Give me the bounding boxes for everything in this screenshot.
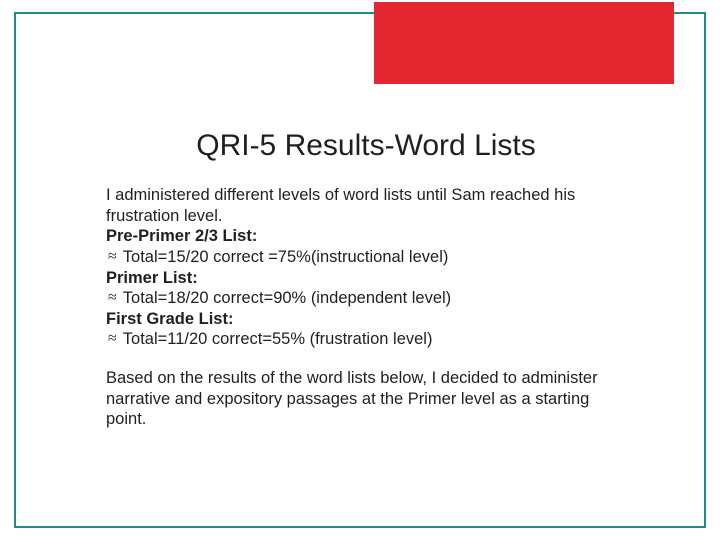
bullet-icon: ≈ (108, 288, 117, 308)
list-result: Total=18/20 correct=90% (independent lev… (123, 288, 451, 309)
bullet-icon: ≈ (108, 247, 117, 267)
body-text: I administered different levels of word … (106, 185, 626, 430)
spacer (106, 350, 626, 368)
slide-title: QRI-5 Results-Word Lists (106, 129, 626, 163)
list-label: Primer List: (106, 268, 626, 289)
intro-paragraph: I administered different levels of word … (106, 185, 626, 226)
list-label: First Grade List: (106, 309, 626, 330)
list-item: ≈ Total=11/20 correct=55% (frustration l… (106, 329, 626, 350)
list-result: Total=15/20 correct =75%(instructional l… (123, 247, 449, 268)
list-item: ≈ Total=18/20 correct=90% (independent l… (106, 288, 626, 309)
list-item: ≈ Total=15/20 correct =75%(instructional… (106, 247, 626, 268)
bullet-icon: ≈ (108, 329, 117, 349)
list-label: Pre-Primer 2/3 List: (106, 226, 626, 247)
conclusion-paragraph: Based on the results of the word lists b… (106, 368, 626, 430)
accent-block (374, 2, 674, 84)
content-area: QRI-5 Results-Word Lists I administered … (106, 129, 626, 430)
list-result: Total=11/20 correct=55% (frustration lev… (123, 329, 433, 350)
slide-frame: QRI-5 Results-Word Lists I administered … (14, 12, 706, 528)
